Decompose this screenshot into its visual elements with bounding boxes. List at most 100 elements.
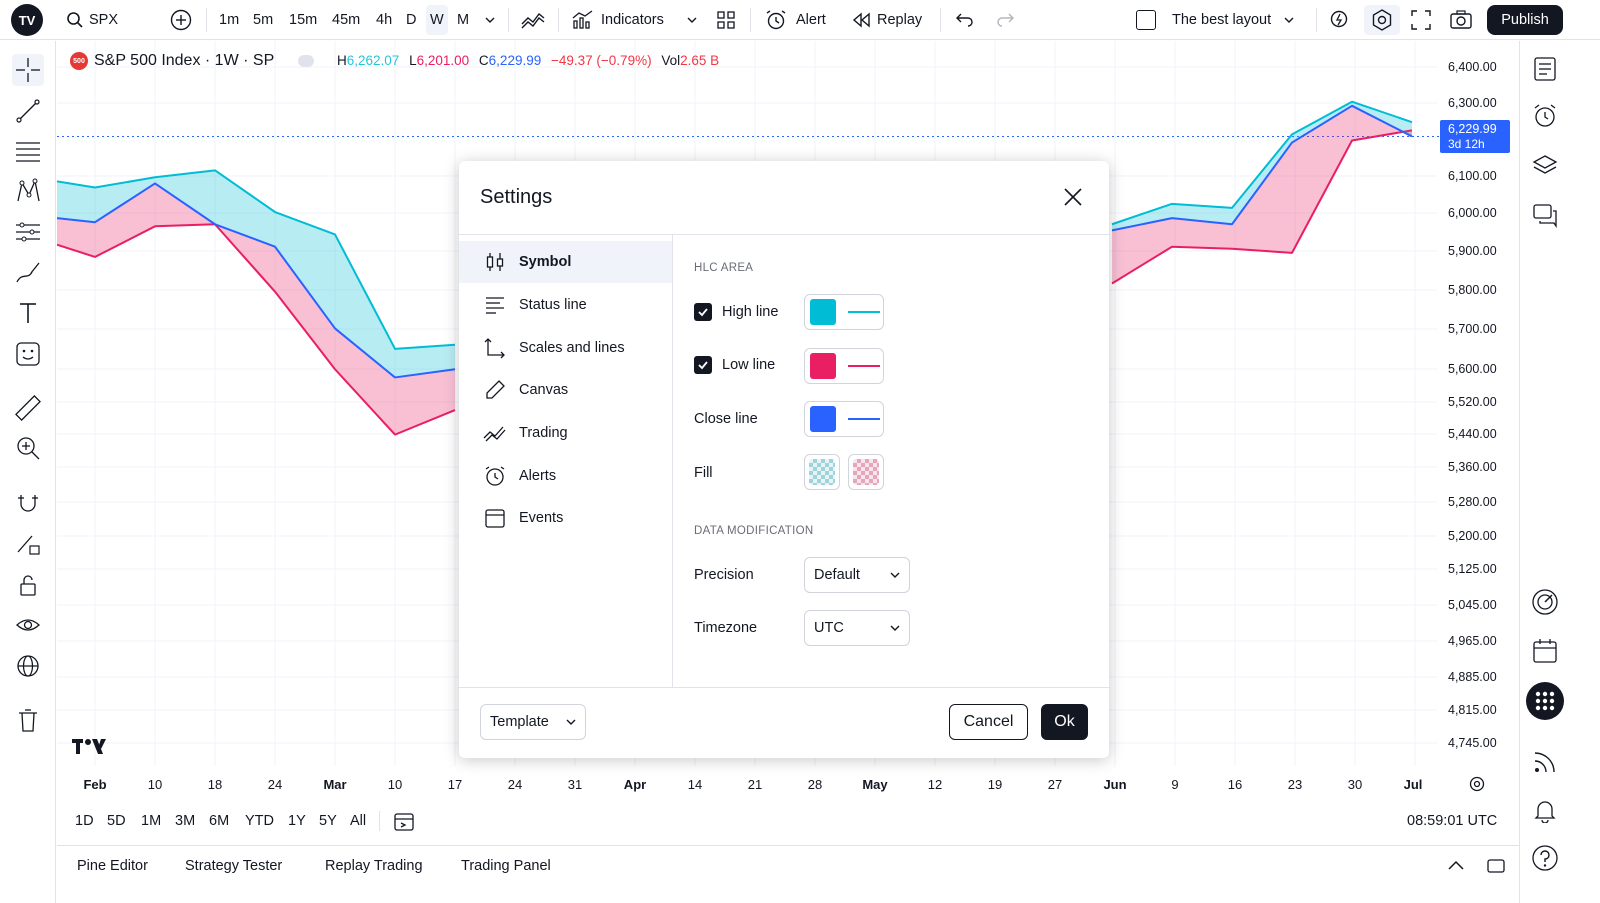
- indicators-button[interactable]: Indicators: [572, 0, 664, 40]
- watchlist-icon[interactable]: [1528, 52, 1562, 86]
- prediction-icon[interactable]: [12, 216, 44, 248]
- fill-up-color-picker[interactable]: [804, 454, 840, 490]
- lock-drawings-pencil-icon[interactable]: [12, 528, 44, 560]
- trend-line-icon[interactable]: [12, 95, 44, 127]
- interval-d[interactable]: D: [406, 12, 417, 28]
- indicators-dropdown[interactable]: [686, 0, 698, 40]
- timezone-label: Timezone: [694, 620, 758, 636]
- low-line-row[interactable]: Low line: [694, 356, 775, 374]
- range-6m[interactable]: 6M: [209, 813, 230, 829]
- snapshot-button[interactable]: [1449, 0, 1473, 40]
- fullscreen-button[interactable]: [1410, 0, 1432, 40]
- tab-pine-editor[interactable]: Pine Editor: [77, 858, 148, 874]
- crosshair-icon[interactable]: [12, 54, 44, 86]
- low-line-checkbox[interactable]: [694, 356, 712, 374]
- clock-timezone[interactable]: 08:59:01 UTC: [1407, 813, 1498, 829]
- interval-w[interactable]: W: [426, 5, 448, 35]
- high-line-checkbox[interactable]: [694, 303, 712, 321]
- tab-trading-panel[interactable]: Trading Panel: [461, 858, 551, 874]
- nav-canvas[interactable]: Canvas: [459, 369, 672, 411]
- replay-button[interactable]: Replay: [851, 0, 922, 40]
- timezone-value: UTC: [814, 620, 844, 636]
- calendar-icon[interactable]: [1528, 634, 1562, 668]
- range-all[interactable]: All: [350, 813, 367, 829]
- maximize-panel-icon[interactable]: [1486, 857, 1506, 880]
- high-line-row[interactable]: High line: [694, 303, 778, 321]
- range-3m[interactable]: 3M: [175, 813, 196, 829]
- lock-icon[interactable]: [12, 569, 44, 601]
- range-1d[interactable]: 1D: [75, 813, 94, 829]
- interval-45m[interactable]: 45m: [332, 12, 361, 28]
- help-icon[interactable]: [1528, 841, 1562, 875]
- layers-icon[interactable]: [1528, 149, 1562, 183]
- precision-select[interactable]: Default: [804, 557, 910, 593]
- layouts-button[interactable]: [716, 0, 736, 40]
- high-line-color-picker[interactable]: [804, 294, 884, 330]
- globe-icon[interactable]: [12, 650, 44, 682]
- ok-button[interactable]: Ok: [1041, 704, 1088, 740]
- layout-menu[interactable]: The best layout: [1136, 0, 1295, 40]
- left-high-line: [56, 169, 456, 350]
- close-button[interactable]: [1060, 184, 1086, 210]
- brush-icon[interactable]: [12, 256, 44, 288]
- nav-status-line[interactable]: Status line: [459, 284, 672, 326]
- text-icon[interactable]: [12, 297, 44, 329]
- fib-retracement-icon[interactable]: [12, 135, 44, 167]
- close-line-color-picker[interactable]: [804, 401, 884, 437]
- template-button[interactable]: Template: [480, 704, 586, 740]
- publish-button[interactable]: Publish: [1487, 5, 1563, 35]
- zoom-in-icon[interactable]: [12, 432, 44, 464]
- fill-down-color-picker[interactable]: [848, 454, 884, 490]
- cancel-button[interactable]: Cancel: [949, 704, 1028, 740]
- nav-scales-lines[interactable]: Scales and lines: [459, 327, 672, 369]
- interval-4h[interactable]: 4h: [376, 12, 393, 28]
- trash-icon[interactable]: [12, 704, 44, 736]
- symbol-search[interactable]: SPX: [66, 0, 118, 40]
- range-5d[interactable]: 5D: [107, 813, 126, 829]
- alerts-clock-icon[interactable]: [1528, 99, 1562, 133]
- magnet-icon[interactable]: [12, 487, 44, 519]
- legend-collapse-icon[interactable]: [298, 55, 315, 67]
- settings-button[interactable]: [1364, 5, 1400, 35]
- interval-5m[interactable]: 5m: [253, 12, 274, 28]
- interval-dropdown[interactable]: [484, 0, 496, 40]
- nav-alerts[interactable]: Alerts: [459, 455, 672, 497]
- undo-button[interactable]: [955, 0, 975, 40]
- ruler-icon[interactable]: [12, 392, 44, 424]
- chevron-up-icon[interactable]: [1447, 858, 1465, 877]
- interval-15m[interactable]: 15m: [289, 12, 318, 28]
- bell-icon[interactable]: [1528, 793, 1562, 827]
- alert-button[interactable]: Alert: [764, 0, 826, 40]
- redo-button[interactable]: [995, 0, 1015, 40]
- low-line-color-picker[interactable]: [804, 348, 884, 384]
- nav-trading[interactable]: Trading: [459, 412, 672, 454]
- quick-search-button[interactable]: [1328, 0, 1352, 40]
- timezone-select[interactable]: UTC: [804, 610, 910, 646]
- chat-icon[interactable]: [1528, 198, 1562, 232]
- toolbar-separator: [508, 8, 509, 32]
- chart-type-button[interactable]: [520, 0, 546, 40]
- symbol-legend[interactable]: 500 S&P 500 Index · 1W · SP: [70, 52, 315, 70]
- range-1y[interactable]: 1Y: [288, 813, 306, 829]
- compare-button[interactable]: [169, 0, 193, 40]
- apps-grid-icon[interactable]: [1526, 682, 1564, 720]
- interval-1m[interactable]: 1m: [219, 12, 240, 28]
- tab-replay-trading[interactable]: Replay Trading: [325, 858, 423, 874]
- time-axis-label: Mar: [323, 777, 347, 792]
- range-5y[interactable]: 5Y: [319, 813, 337, 829]
- axis-settings-icon[interactable]: [1468, 775, 1486, 798]
- rss-icon[interactable]: [1528, 745, 1562, 779]
- interval-m[interactable]: M: [457, 12, 470, 28]
- range-1m[interactable]: 1M: [141, 813, 162, 829]
- eye-icon[interactable]: [12, 609, 44, 641]
- target-icon[interactable]: [1528, 585, 1562, 619]
- tab-strategy-tester[interactable]: Strategy Tester: [185, 858, 283, 874]
- time-axis-label: 31: [567, 777, 583, 792]
- pattern-icon[interactable]: [12, 175, 44, 207]
- emoji-icon[interactable]: [12, 338, 44, 370]
- nav-events[interactable]: Events: [459, 497, 672, 539]
- range-ytd[interactable]: YTD: [245, 813, 274, 829]
- goto-date-button[interactable]: [393, 803, 415, 839]
- nav-symbol[interactable]: Symbol: [459, 241, 672, 283]
- tradingview-logo[interactable]: TV: [11, 4, 43, 36]
